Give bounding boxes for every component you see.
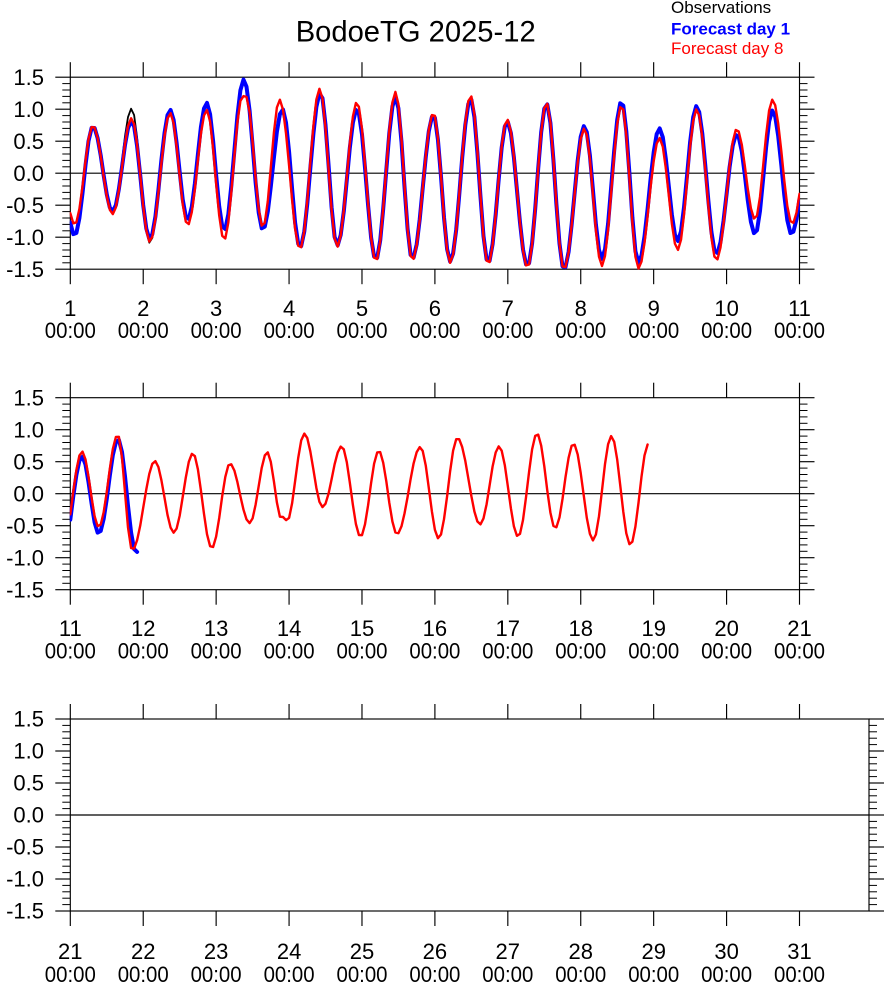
svg-text:00:00: 00:00 [555, 962, 606, 986]
svg-text:12: 12 [131, 616, 155, 641]
svg-text:00:00: 00:00 [409, 318, 460, 343]
svg-text:00:00: 00:00 [555, 638, 606, 663]
svg-text:1.5: 1.5 [13, 707, 44, 732]
svg-text:00:00: 00:00 [45, 318, 96, 343]
svg-text:-1.0: -1.0 [6, 225, 44, 250]
svg-text:00:00: 00:00 [337, 962, 388, 986]
svg-text:00:00: 00:00 [701, 962, 752, 986]
svg-text:0.5: 0.5 [13, 129, 44, 154]
svg-text:00:00: 00:00 [45, 638, 96, 663]
svg-text:25: 25 [350, 939, 374, 964]
svg-text:BodoeTG 2025-12: BodoeTG 2025-12 [296, 16, 536, 49]
svg-text:17: 17 [496, 616, 520, 641]
svg-text:00:00: 00:00 [264, 318, 315, 343]
svg-text:00:00: 00:00 [191, 962, 242, 986]
svg-text:9: 9 [648, 296, 660, 321]
svg-text:00:00: 00:00 [264, 962, 315, 986]
svg-text:29: 29 [641, 939, 665, 964]
svg-text:0.5: 0.5 [13, 771, 44, 796]
svg-text:31: 31 [787, 939, 811, 964]
svg-text:00:00: 00:00 [628, 638, 679, 663]
svg-text:00:00: 00:00 [191, 318, 242, 343]
svg-text:00:00: 00:00 [264, 638, 315, 663]
svg-text:Forecast day 1: Forecast day 1 [671, 19, 790, 38]
svg-text:8: 8 [575, 296, 587, 321]
svg-text:16: 16 [423, 616, 447, 641]
svg-text:-1.5: -1.5 [6, 257, 44, 282]
svg-text:-1.0: -1.0 [6, 867, 44, 892]
svg-text:23: 23 [204, 939, 228, 964]
svg-text:3: 3 [210, 296, 222, 321]
svg-text:22: 22 [131, 939, 155, 964]
svg-text:00:00: 00:00 [409, 638, 460, 663]
svg-text:00:00: 00:00 [482, 962, 533, 986]
svg-text:4: 4 [283, 296, 295, 321]
svg-text:00:00: 00:00 [628, 318, 679, 343]
svg-text:27: 27 [496, 939, 520, 964]
svg-text:1.0: 1.0 [13, 739, 44, 764]
svg-text:Observations: Observations [671, 0, 771, 17]
svg-text:0.0: 0.0 [13, 803, 44, 828]
svg-text:26: 26 [423, 939, 447, 964]
svg-text:Forecast day 8: Forecast day 8 [671, 39, 783, 58]
svg-text:20: 20 [714, 616, 738, 641]
svg-text:1.5: 1.5 [13, 385, 44, 410]
svg-text:-1.5: -1.5 [6, 577, 44, 602]
svg-text:28: 28 [568, 939, 592, 964]
svg-text:00:00: 00:00 [774, 638, 825, 663]
svg-text:-0.5: -0.5 [6, 193, 44, 218]
svg-text:1.5: 1.5 [13, 65, 44, 90]
svg-text:21: 21 [787, 616, 811, 641]
svg-text:10: 10 [714, 296, 738, 321]
svg-text:-0.5: -0.5 [6, 513, 44, 538]
svg-text:00:00: 00:00 [628, 962, 679, 986]
svg-text:5: 5 [356, 296, 368, 321]
svg-text:21: 21 [58, 939, 82, 964]
svg-text:18: 18 [568, 616, 592, 641]
svg-text:-0.5: -0.5 [6, 835, 44, 860]
svg-text:00:00: 00:00 [191, 638, 242, 663]
svg-text:00:00: 00:00 [482, 318, 533, 343]
svg-text:7: 7 [502, 296, 514, 321]
svg-text:0.0: 0.0 [13, 161, 44, 186]
svg-text:1.0: 1.0 [13, 97, 44, 122]
svg-text:15: 15 [350, 616, 374, 641]
svg-text:-1.5: -1.5 [6, 899, 44, 924]
svg-text:00:00: 00:00 [118, 962, 169, 986]
svg-text:11: 11 [788, 296, 811, 321]
svg-text:14: 14 [277, 616, 301, 641]
svg-text:00:00: 00:00 [774, 962, 825, 986]
svg-text:00:00: 00:00 [482, 638, 533, 663]
svg-text:-1.0: -1.0 [6, 545, 44, 570]
svg-text:11: 11 [59, 616, 82, 641]
svg-text:00:00: 00:00 [45, 962, 96, 986]
svg-text:1.0: 1.0 [13, 417, 44, 442]
svg-text:00:00: 00:00 [337, 638, 388, 663]
svg-text:2: 2 [137, 296, 149, 321]
svg-text:24: 24 [277, 939, 301, 964]
svg-text:0.0: 0.0 [13, 481, 44, 506]
svg-text:00:00: 00:00 [701, 638, 752, 663]
svg-text:00:00: 00:00 [118, 318, 169, 343]
svg-text:00:00: 00:00 [118, 638, 169, 663]
svg-text:00:00: 00:00 [409, 962, 460, 986]
svg-text:00:00: 00:00 [774, 318, 825, 343]
svg-text:1: 1 [64, 296, 76, 321]
svg-text:00:00: 00:00 [555, 318, 606, 343]
svg-text:0.5: 0.5 [13, 449, 44, 474]
svg-text:00:00: 00:00 [701, 318, 752, 343]
svg-text:19: 19 [641, 616, 665, 641]
svg-text:00:00: 00:00 [337, 318, 388, 343]
svg-text:30: 30 [714, 939, 738, 964]
svg-text:13: 13 [204, 616, 228, 641]
svg-text:6: 6 [429, 296, 441, 321]
